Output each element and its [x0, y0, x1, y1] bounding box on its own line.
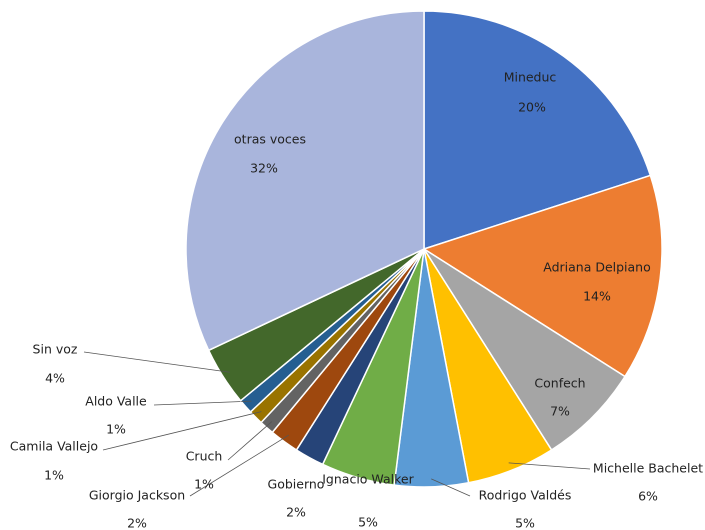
slice-label: Mineduc	[504, 70, 557, 85]
slice-label: Michelle Bachelet	[593, 461, 703, 476]
value-label: 5%	[515, 516, 535, 530]
value-label: 6%	[638, 489, 658, 504]
leader-line	[189, 434, 290, 497]
slice-label: Adriana Delpiano	[543, 260, 651, 275]
value-label: 1%	[194, 477, 214, 492]
slice-label: Ignacio Walker	[322, 472, 414, 487]
value-label: 1%	[106, 422, 126, 437]
slice-label: otras voces	[234, 132, 306, 147]
pie-slice	[423, 248, 626, 451]
pie-slice	[423, 10, 652, 251]
slice-label: Aldo Valle	[85, 394, 147, 409]
pie-slice	[422, 174, 663, 378]
leader-line	[227, 421, 273, 461]
leader-line	[153, 400, 252, 406]
leader-line	[102, 411, 262, 451]
slice-label: Rodrigo Valdés	[479, 488, 572, 503]
value-label: 2%	[286, 505, 306, 520]
value-label: 2%	[127, 516, 147, 530]
slice-label: Giorgio Jackson	[89, 488, 185, 503]
value-label: 1%	[44, 468, 64, 483]
slice-label: Cruch	[186, 449, 223, 464]
pie-slice	[185, 10, 425, 352]
value-label: 5%	[358, 515, 378, 530]
value-label: 32%	[250, 161, 278, 176]
value-label: 14%	[583, 289, 611, 304]
value-label: 4%	[45, 371, 65, 386]
slice-label: Camila Vallejo	[10, 439, 98, 454]
slice-label: Sin voz	[33, 342, 78, 357]
leader-line	[83, 351, 230, 373]
slice-label: Gobierno	[268, 477, 325, 492]
value-label: 20%	[518, 100, 546, 115]
value-label: 7%	[550, 404, 570, 419]
leader-line	[508, 462, 591, 470]
leader-line	[431, 478, 471, 497]
slice-label: Confech	[534, 376, 585, 391]
